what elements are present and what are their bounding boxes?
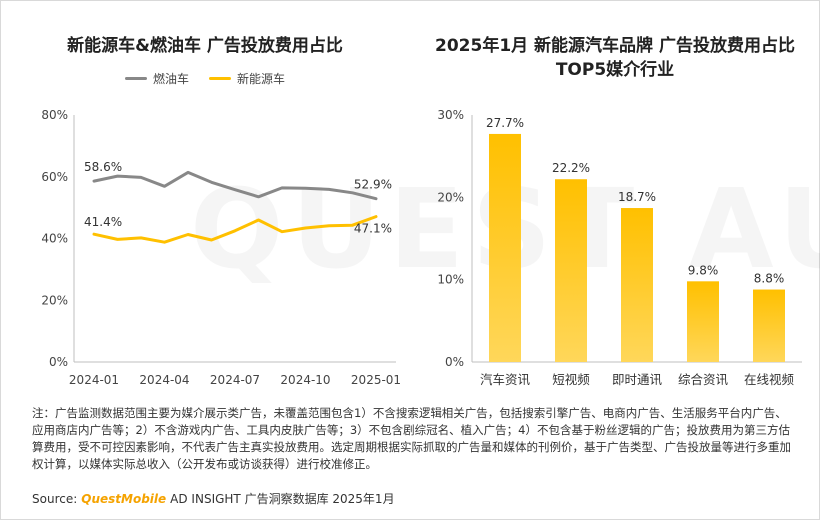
line-y-tick-label: 80% bbox=[41, 108, 68, 122]
bar-y-tick-label: 0% bbox=[445, 355, 464, 369]
line-x-tick-label: 2024-01 bbox=[69, 373, 119, 387]
line-data-label-end: 47.1% bbox=[354, 222, 392, 236]
bar-category-label: 即时通讯 bbox=[612, 372, 663, 387]
legend-swatch-fuel bbox=[124, 77, 147, 80]
line-x-tick-label: 2025-01 bbox=[351, 373, 401, 387]
bar-category-label: 汽车资讯 bbox=[480, 372, 531, 387]
bar-chart-title: 2025年1月 新能源汽车品牌 广告投放费用占比TOP5媒介行业 bbox=[435, 36, 795, 80]
source-prefix: Source: bbox=[32, 492, 78, 506]
bar-chart: 0% 10% 20% 30% 27.7% 汽车资讯 22.2% 短视频 18.7% 即时通讯 9.8… bbox=[437, 108, 802, 387]
line-series-fuel bbox=[92, 170, 378, 201]
line-y-tick-label: 40% bbox=[41, 232, 68, 246]
line-chart: 0% 20% 40% 60% 80% 2024-01 2024-04 2024-07 2024-… bbox=[41, 108, 401, 387]
bar-category-label: 在线视频 bbox=[744, 372, 795, 387]
bar-value-label: 27.7% bbox=[486, 116, 524, 130]
bar-2 bbox=[555, 179, 587, 362]
line-y-tick-label: 0% bbox=[49, 355, 68, 369]
line-chart-legend: 燃油车 新能源车 bbox=[0, 70, 410, 87]
bar-4 bbox=[687, 281, 719, 362]
legend-item-nev: 新能源车 bbox=[209, 70, 285, 87]
legend-item-fuel: 燃油车 bbox=[124, 70, 189, 87]
bar-category-label: 短视频 bbox=[552, 372, 590, 387]
line-x-tick-label: 2024-04 bbox=[139, 373, 189, 387]
line-data-label-end: 52.9% bbox=[354, 178, 392, 192]
questmobile-logo-text: QuestMobile bbox=[81, 492, 167, 506]
bar-value-label: 18.7% bbox=[618, 190, 656, 204]
legend-label-fuel: 燃油车 bbox=[152, 72, 189, 86]
legend-label-nev: 新能源车 bbox=[237, 72, 286, 86]
bar-value-label: 22.2% bbox=[552, 161, 590, 175]
line-y-tick-label: 60% bbox=[41, 170, 68, 184]
line-x-tick-label: 2024-10 bbox=[280, 373, 330, 387]
line-chart-title: 新能源车&燃油车 广告投放费用占比 bbox=[67, 36, 343, 56]
bar-1 bbox=[489, 133, 521, 362]
footnote: 注：广告监测数据范围主要为媒介展示类广告，未覆盖范围包含1）不含搜索逻辑相关广告… bbox=[32, 406, 791, 471]
line-x-tick-label: 2024-07 bbox=[210, 373, 260, 387]
bar-value-label: 9.8% bbox=[688, 263, 719, 277]
source-line: Source: QuestMobile AD INSIGHT 广告洞察数据库 2… bbox=[32, 490, 395, 507]
line-data-label-start: 58.6% bbox=[84, 160, 122, 174]
bar-value-label: 8.8% bbox=[754, 272, 785, 286]
bar-3 bbox=[621, 208, 653, 362]
line-data-label-start: 41.4% bbox=[84, 215, 122, 229]
bar-5 bbox=[753, 289, 785, 362]
line-series-nev bbox=[92, 215, 378, 244]
line-y-tick-label: 20% bbox=[41, 293, 68, 307]
bar-y-tick-label: 10% bbox=[437, 273, 464, 287]
bar-y-tick-label: 20% bbox=[437, 190, 464, 204]
source-text: AD INSIGHT 广告洞察数据库 2025年1月 bbox=[170, 492, 395, 506]
bar-category-label: 综合资讯 bbox=[678, 372, 729, 387]
bar-y-tick-label: 30% bbox=[437, 108, 464, 122]
legend-swatch-nev bbox=[209, 77, 231, 80]
